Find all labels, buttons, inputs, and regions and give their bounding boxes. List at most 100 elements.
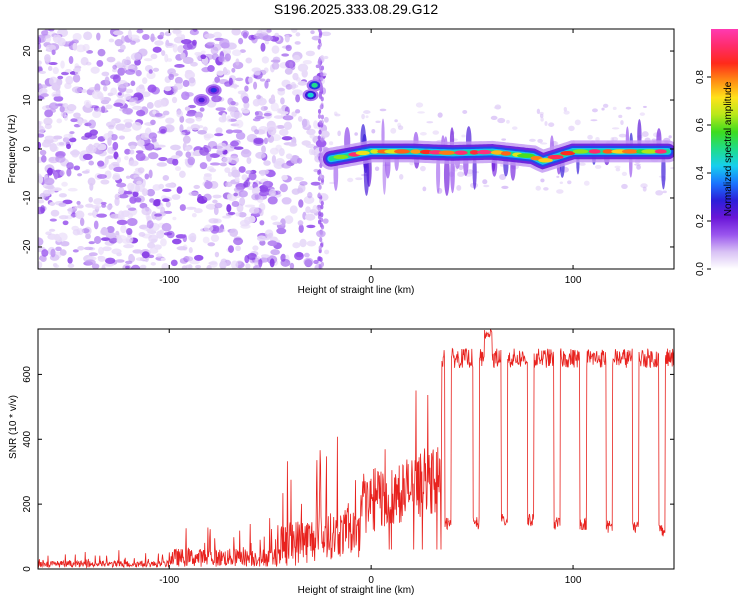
- noise-speck: [148, 169, 153, 179]
- noise-speck: [237, 90, 246, 95]
- noise-speck: [116, 182, 127, 188]
- noise-speck: [200, 54, 207, 60]
- noise-speck: [125, 260, 133, 265]
- noise-speck: [185, 264, 193, 269]
- noise-speck: [71, 86, 83, 93]
- noise-speck: [297, 183, 306, 193]
- noise-speck: [322, 218, 329, 224]
- noise-speck: [270, 102, 279, 112]
- noise-speck: [225, 181, 233, 188]
- noise-speck: [281, 174, 288, 181]
- noise-speck: [241, 30, 250, 37]
- noise-speck: [180, 52, 186, 60]
- noise-speck: [253, 265, 261, 269]
- noise-speck: [291, 111, 297, 117]
- noise-speck: [72, 74, 81, 83]
- colorbar-tick-label: 0.6: [695, 118, 706, 132]
- spectrogram-x-tick-label: 100: [565, 275, 582, 286]
- ridge-hotspot: [333, 154, 349, 160]
- noise-speck: [307, 191, 313, 199]
- noise-speck: [125, 69, 136, 75]
- noise-speck: [125, 56, 131, 65]
- noise-speck: [305, 206, 311, 214]
- noise-speck: [483, 184, 490, 188]
- noise-speck: [69, 137, 77, 143]
- noise-speck: [52, 93, 61, 97]
- noise-speck: [70, 118, 78, 123]
- noise-speck: [121, 35, 126, 44]
- noise-speck: [295, 94, 301, 103]
- noise-speck: [51, 82, 61, 91]
- noise-speck: [67, 263, 75, 268]
- noise-speck: [230, 260, 239, 269]
- noise-speck: [53, 95, 64, 102]
- noise-speck: [252, 118, 261, 122]
- noise-speck: [56, 141, 67, 147]
- noise-speck: [129, 196, 137, 204]
- noise-speck: [179, 257, 188, 264]
- noise-speck: [670, 166, 674, 170]
- spectrogram-y-tick-label: 20: [22, 45, 33, 57]
- noise-speck: [184, 106, 191, 111]
- noise-speck: [210, 46, 219, 55]
- noise-speck: [102, 85, 108, 92]
- noise-speck: [419, 131, 427, 136]
- noise-speck: [105, 231, 116, 239]
- noise-speck: [235, 212, 241, 217]
- noise-speck: [136, 180, 142, 185]
- noise-speck: [267, 196, 278, 205]
- streak-speck: [317, 135, 321, 141]
- noise-speck: [112, 141, 119, 151]
- noise-speck: [171, 96, 178, 104]
- noise-speck: [52, 135, 63, 140]
- noise-speck: [148, 69, 153, 74]
- noise-speck: [49, 218, 57, 222]
- noise-speck: [214, 251, 220, 258]
- noise-speck: [270, 215, 278, 221]
- noise-speck: [195, 116, 202, 122]
- noise-speck: [668, 135, 672, 139]
- streak-speck: [319, 230, 323, 236]
- noise-speck: [251, 193, 261, 201]
- noise-speck: [289, 61, 294, 70]
- colorbar-tick-label: 0.8: [695, 70, 706, 84]
- noise-speck: [67, 187, 78, 192]
- noise-speck: [262, 35, 274, 42]
- noise-speck: [138, 84, 145, 90]
- streak-speck: [318, 120, 323, 126]
- noise-speck: [116, 219, 128, 226]
- noise-speck: [152, 110, 157, 115]
- noise-speck: [38, 237, 44, 247]
- noise-speck: [91, 204, 102, 209]
- noise-speck: [271, 45, 280, 54]
- noise-speck: [246, 157, 252, 164]
- snr-frame: [37, 328, 675, 570]
- noise-speck: [188, 247, 193, 254]
- noise-speck: [248, 215, 256, 223]
- noise-speck: [548, 122, 555, 127]
- noise-speck: [165, 117, 175, 124]
- noise-speck: [259, 239, 266, 246]
- noise-speck: [96, 213, 108, 218]
- noise-speck: [594, 164, 602, 169]
- noise-speck: [89, 129, 98, 136]
- noise-speck: [243, 101, 250, 110]
- noise-speck: [261, 145, 266, 154]
- noise-speck: [206, 152, 212, 162]
- noise-speck: [310, 181, 321, 186]
- streak-speck: [318, 92, 322, 98]
- noise-speck: [162, 198, 170, 203]
- noise-speck: [88, 252, 98, 257]
- noise-speck: [144, 173, 150, 180]
- noise-speck: [230, 140, 239, 147]
- noise-speck: [195, 264, 202, 269]
- noise-speck: [160, 128, 166, 134]
- noise-speck: [72, 249, 79, 253]
- noise-speck: [129, 145, 137, 150]
- noise-speck: [176, 110, 184, 118]
- noise-speck: [365, 115, 369, 119]
- noise-speck: [642, 105, 647, 108]
- noise-speck: [47, 30, 56, 38]
- noise-speck: [279, 128, 289, 136]
- noise-speck: [535, 185, 542, 191]
